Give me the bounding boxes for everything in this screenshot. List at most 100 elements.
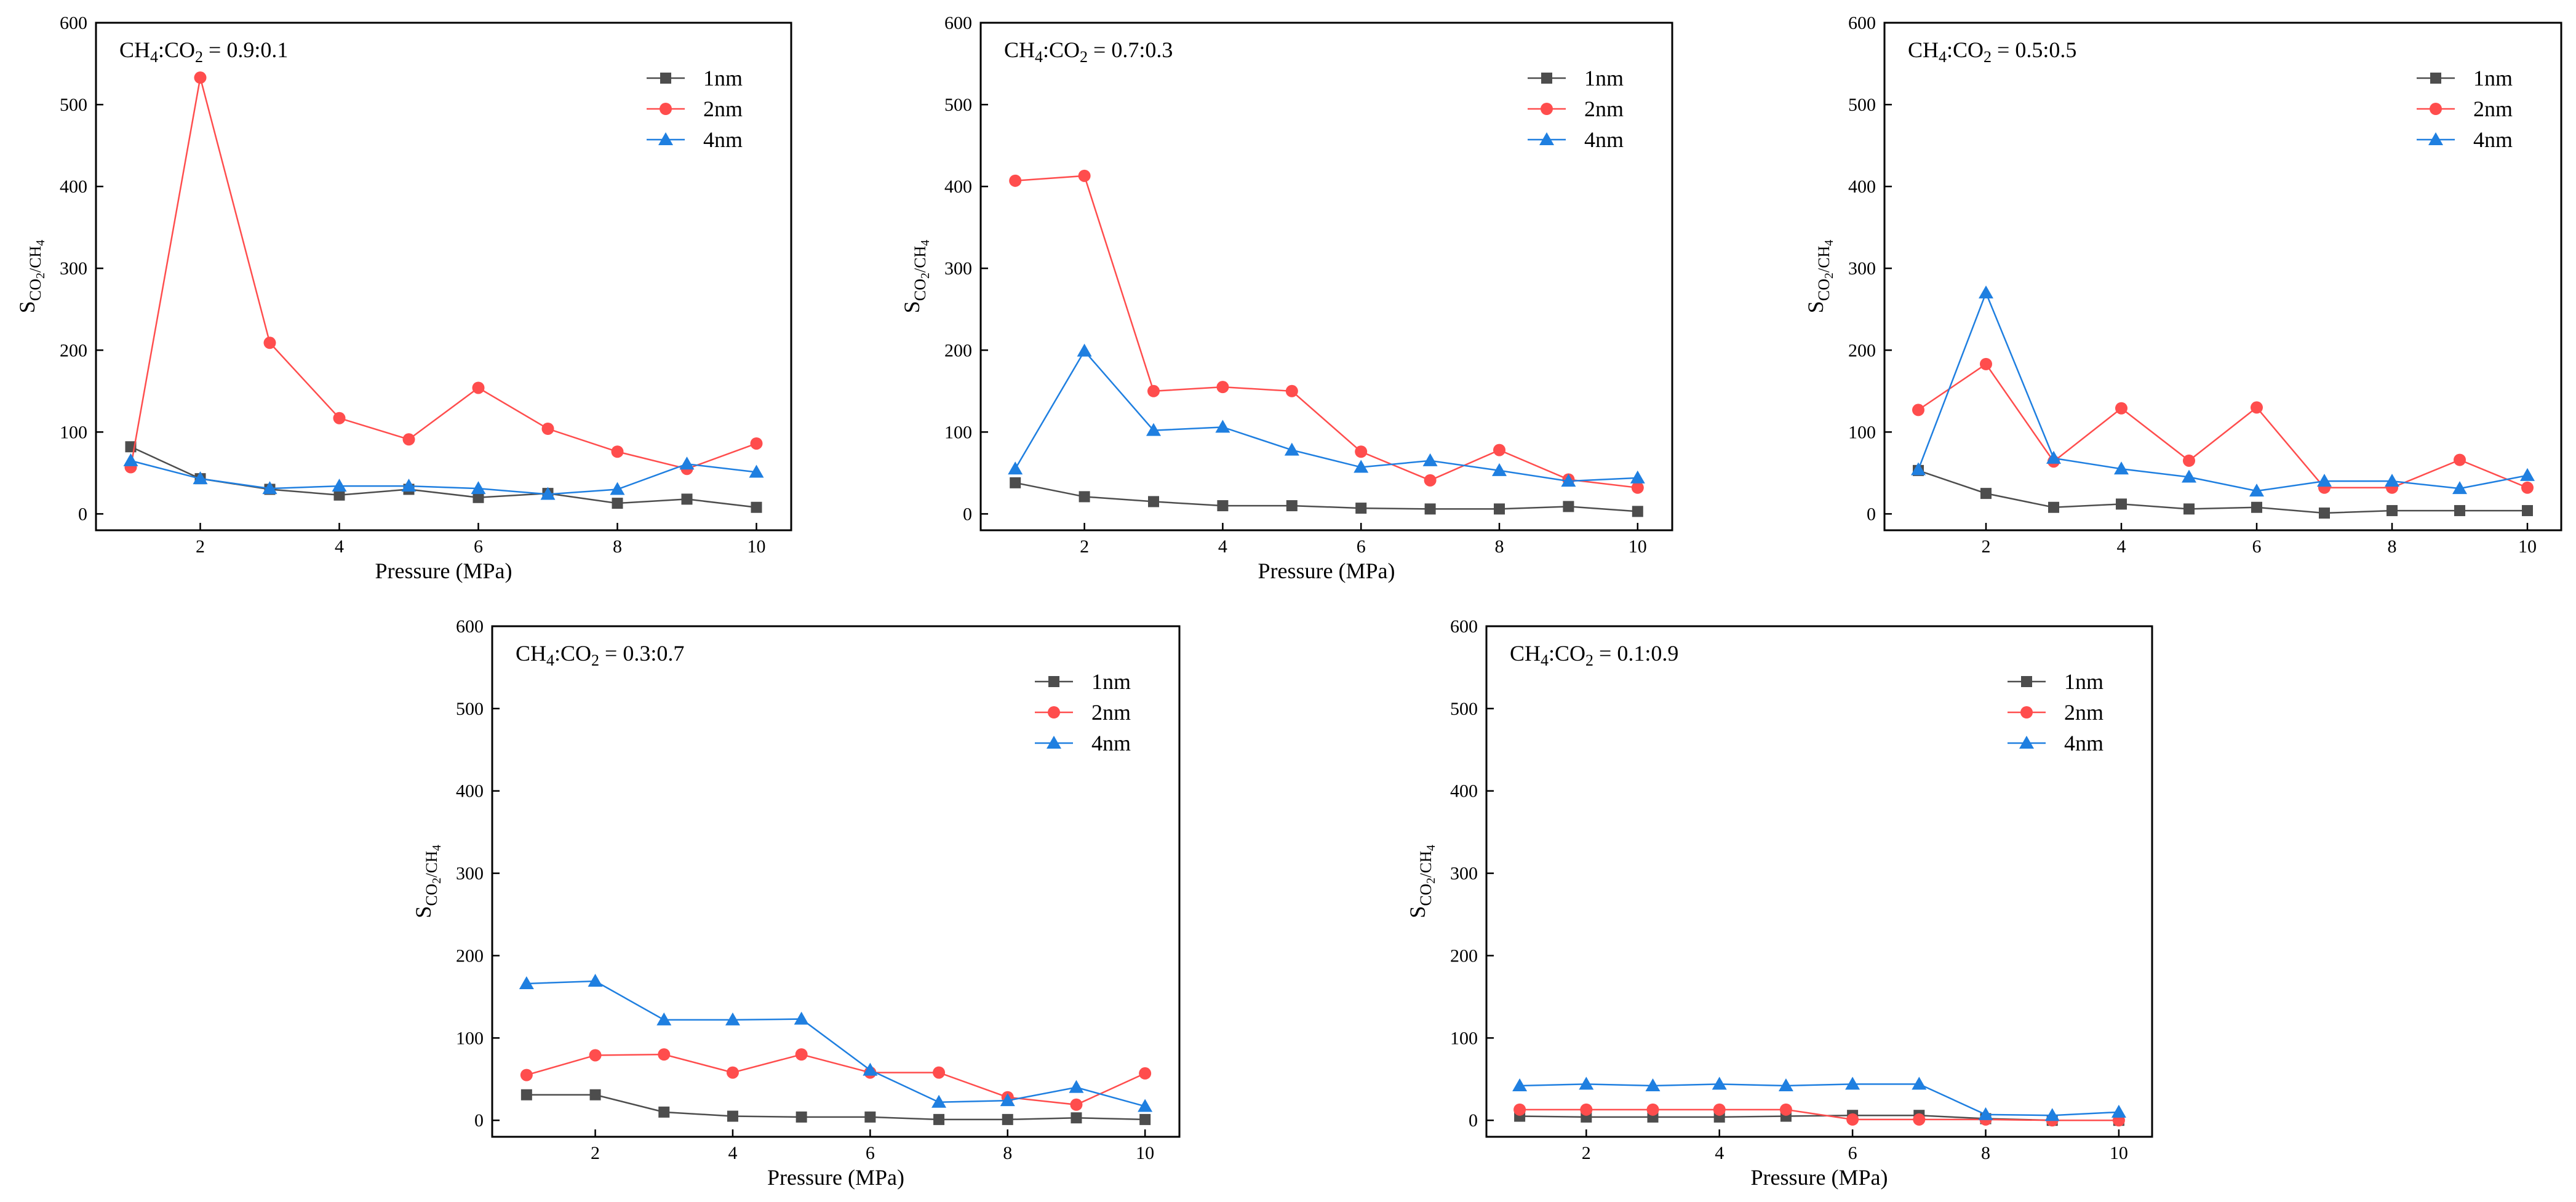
- legend-marker: [660, 73, 671, 84]
- legend-item-2nm: 2nm: [2008, 700, 2103, 725]
- panel-title: CH4:CO2 = 0.5:0.5: [1908, 38, 2076, 66]
- data-point-2nm: [1424, 474, 1437, 487]
- y-tick-label: 200: [60, 340, 87, 360]
- series-1nm: [520, 1089, 1151, 1125]
- y-axis-title-sub: CO: [26, 279, 44, 301]
- data-point-4nm: [749, 464, 764, 478]
- data-point-4nm: [2114, 461, 2129, 475]
- y-axis-title-sub: CO: [423, 884, 441, 906]
- legend-label: 4nm: [1091, 731, 1131, 755]
- plot-frame: [1883, 22, 2562, 531]
- legend-marker: [660, 103, 672, 115]
- y-tick-label: 400: [1450, 781, 1478, 802]
- y-axis-title: SCO2/CH4: [15, 240, 47, 314]
- x-tick-label: 6: [474, 536, 483, 557]
- series-line-4nm: [130, 460, 757, 495]
- y-axis-title-sub: /CH: [1815, 246, 1833, 273]
- title-part: :CO: [1549, 641, 1585, 666]
- x-tick-label: 4: [1218, 536, 1227, 557]
- data-point-2nm: [472, 381, 485, 394]
- y-axis-title-sub: /CH: [911, 246, 929, 273]
- y-axis-title-subsub: 2: [1822, 273, 1836, 279]
- title-part: :CO: [1947, 38, 1984, 62]
- data-point-1nm: [658, 1106, 670, 1118]
- y-axis-title-sub: CO: [911, 279, 929, 301]
- title-sub: 4: [1035, 48, 1043, 66]
- data-point-2nm: [933, 1066, 946, 1079]
- series-line-1nm: [1015, 482, 1638, 512]
- data-point-1nm: [2116, 498, 2127, 510]
- panel-title: CH4:CO2 = 0.9:0.1: [119, 38, 288, 66]
- y-tick-label: 400: [456, 781, 484, 802]
- y-axis-title-subsub: 2: [34, 273, 47, 279]
- title-part: :CO: [158, 38, 195, 62]
- legend-item-4nm: 4nm: [1528, 127, 1624, 152]
- data-point-1nm: [1010, 477, 1021, 488]
- data-point-4nm: [1630, 470, 1645, 484]
- x-tick-label: 10: [748, 536, 766, 557]
- legend-marker: [1048, 706, 1060, 718]
- y-tick-label: 0: [78, 504, 87, 524]
- data-point-4nm: [1645, 1078, 1661, 1091]
- data-point-2nm: [2183, 454, 2195, 467]
- data-point-1nm: [933, 1113, 945, 1125]
- data-point-1nm: [520, 1089, 532, 1101]
- data-point-4nm: [540, 487, 556, 500]
- panel-title: CH4:CO2 = 0.7:0.3: [1004, 38, 1173, 66]
- y-tick-label: 200: [1848, 340, 1876, 360]
- data-point-2nm: [1779, 1103, 1792, 1116]
- data-point-1nm: [1071, 1112, 1082, 1124]
- chart-panel-4: 0 100 200 300 400 500 600 2 4 6 8 10 Pressure (MPa) S…: [411, 616, 1181, 1190]
- data-point-4nm: [1512, 1078, 1528, 1091]
- data-point-1nm: [1139, 1113, 1151, 1125]
- data-point-2nm: [611, 445, 624, 458]
- data-point-2nm: [1513, 1103, 1526, 1116]
- plot-frame: [491, 625, 1181, 1138]
- series-line-4nm: [526, 980, 1146, 1107]
- data-point-2nm: [2115, 402, 2127, 415]
- y-tick-label: 100: [456, 1028, 484, 1048]
- y-axis-title-main: S: [899, 301, 924, 313]
- legend-label: 1nm: [1584, 66, 1624, 90]
- title-part: CH: [1004, 38, 1035, 62]
- data-point-4nm: [332, 479, 347, 492]
- series-line-2nm: [1015, 175, 1638, 489]
- title-part: CH: [1510, 641, 1541, 666]
- series-line-2nm: [130, 77, 757, 470]
- data-point-4nm: [794, 1011, 809, 1025]
- y-tick-label: 100: [1848, 422, 1876, 442]
- series-1nm: [1913, 464, 2533, 519]
- legend-label: 2nm: [2064, 700, 2103, 725]
- legend-marker: [2019, 736, 2034, 749]
- y-tick-label: 100: [1450, 1028, 1478, 1048]
- data-point-1nm: [2454, 505, 2465, 517]
- x-tick-label: 2: [591, 1143, 600, 1163]
- data-point-1nm: [2183, 503, 2195, 515]
- data-point-4nm: [1492, 463, 1507, 476]
- data-point-2nm: [2454, 453, 2466, 466]
- x-tick-label: 4: [728, 1143, 737, 1163]
- title-part: = 0.1:0.9: [1593, 641, 1678, 666]
- legend-label: 1nm: [703, 66, 743, 90]
- y-axis-title-subsub: 4: [430, 845, 444, 851]
- data-point-2nm: [1078, 169, 1091, 182]
- data-point-1nm: [796, 1111, 807, 1123]
- panel-title: CH4:CO2 = 0.3:0.7: [516, 641, 684, 669]
- data-point-2nm: [750, 437, 763, 450]
- x-tick-label: 10: [2110, 1143, 2128, 1163]
- data-point-1nm: [1355, 503, 1367, 514]
- data-point-2nm: [263, 336, 276, 349]
- data-point-2nm: [1980, 357, 1992, 370]
- legend-label: 2nm: [1091, 700, 1131, 725]
- data-point-2nm: [1216, 381, 1229, 394]
- data-point-1nm: [1079, 491, 1090, 503]
- data-point-1nm: [612, 498, 623, 509]
- x-tick-label: 8: [2388, 536, 2397, 557]
- legend-marker: [2020, 706, 2033, 718]
- data-point-2nm: [194, 71, 207, 84]
- legend-item-2nm: 2nm: [1528, 97, 1624, 121]
- y-tick-label: 400: [1848, 177, 1876, 197]
- series-4nm: [1008, 343, 1645, 487]
- y-axis-title-sub: /CH: [423, 851, 441, 878]
- data-point-4nm: [725, 1012, 740, 1025]
